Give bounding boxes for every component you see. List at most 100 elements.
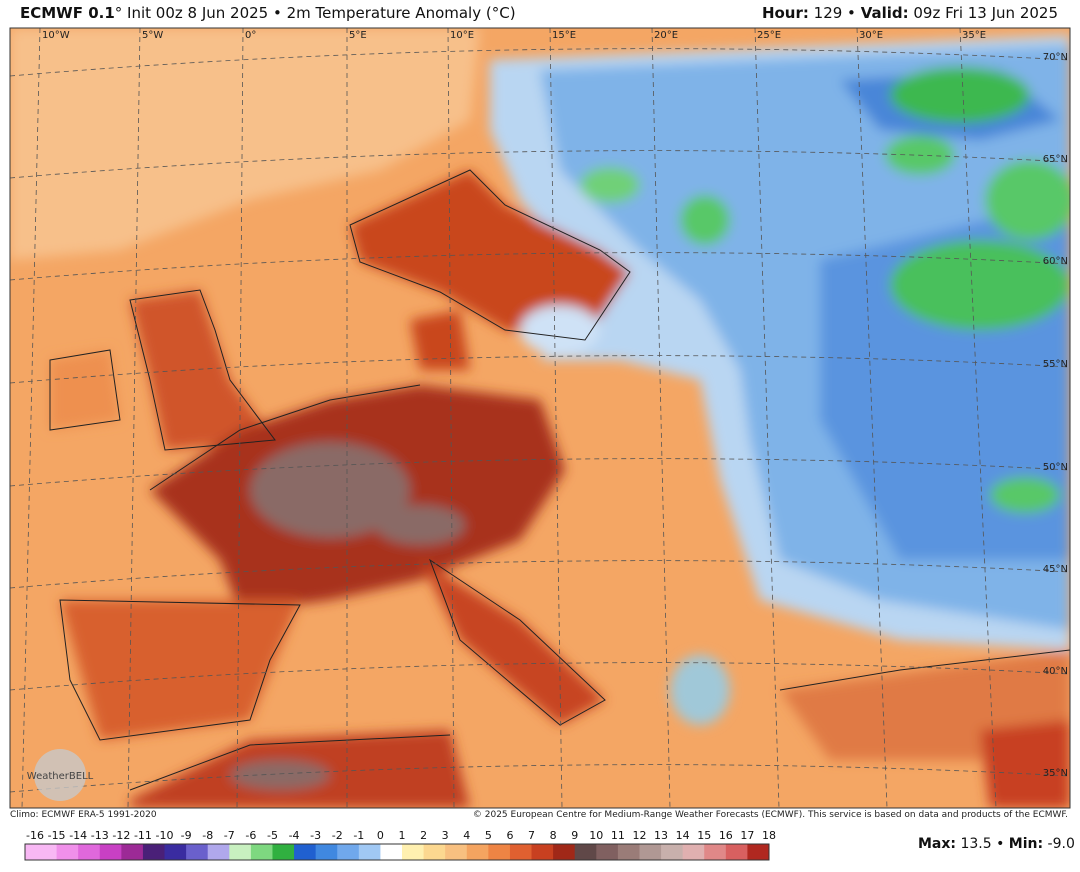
colorbar-swatch (229, 844, 252, 860)
colorbar-swatch (358, 844, 381, 860)
valid: 09z Fri 13 Jun 2025 (908, 4, 1058, 22)
parallel (10, 560, 1070, 589)
colorbar-label: -10 (156, 829, 174, 842)
colorbar-label: -8 (202, 829, 213, 842)
colorbar-label: -1 (353, 829, 364, 842)
colorbar-frame (24, 843, 770, 861)
parallel (10, 764, 1070, 793)
colorbar-label: -9 (181, 829, 192, 842)
logo: WeatherBELL (27, 771, 94, 782)
colorbar-swatch (186, 844, 209, 860)
colorbar-swatch (747, 844, 770, 860)
colorbar-label: -4 (289, 829, 300, 842)
colorbar-label: -11 (134, 829, 152, 842)
title: ECMWF 0.1° Init 00z 8 Jun 2025 • 2m Temp… (20, 4, 516, 22)
longitude-label: 5°E (349, 30, 367, 41)
longitude-label: 15°E (552, 30, 576, 41)
colorbar-label: 8 (550, 829, 557, 842)
colorbar-swatch (56, 844, 79, 860)
colorbar-label: -13 (91, 829, 109, 842)
model: ECMWF 0.1 (20, 4, 115, 22)
colorbar-swatch (250, 844, 273, 860)
parallel (10, 355, 1070, 384)
graticule: 10°W 5°W 0° 5°E 10°E 15°E 20°E 25°E 30°E 35°E 70°N… (10, 28, 1070, 808)
colorbar-label: 6 (506, 829, 513, 842)
colorbar-label: 13 (654, 829, 668, 842)
colorbar-swatch (380, 844, 403, 860)
parallel (10, 150, 1070, 179)
description: ° Init 00z 8 Jun 2025 • 2m Temperature A… (114, 4, 516, 22)
colorbar-label: 10 (589, 829, 603, 842)
colorbar-label: 14 (676, 829, 690, 842)
colorbar-swatch (272, 844, 295, 860)
colorbar-label: -5 (267, 829, 278, 842)
latitude-label: 45°N (1043, 564, 1068, 575)
colorbar-swatch (207, 844, 230, 860)
colorbar-swatch (574, 844, 597, 860)
colorbar-label: 2 (420, 829, 427, 842)
colorbar-swatch (164, 844, 187, 860)
colorbar-label: -16 (26, 829, 44, 842)
colorbar-label: 1 (399, 829, 406, 842)
parallel (10, 662, 1070, 691)
valid-label: Valid: (860, 4, 909, 22)
min: -9.0 (1043, 836, 1075, 852)
colorbar-label: -7 (224, 829, 235, 842)
colorbar-swatch (402, 844, 425, 860)
latitude-label: 55°N (1043, 359, 1068, 370)
coastlines (49, 169, 1070, 791)
latitude-label: 40°N (1043, 666, 1068, 677)
copyright: © 2025 European Centre for Medium-Range … (472, 810, 1068, 820)
colorbar-label: -15 (48, 829, 66, 842)
colorbar-swatch (315, 844, 338, 860)
colorbar-label: 11 (611, 829, 625, 842)
longitude-label: 10°W (42, 30, 70, 41)
parallel (10, 458, 1070, 487)
latitude-label: 70°N (1043, 52, 1068, 63)
colorbar-label: 5 (485, 829, 492, 842)
latitude-label: 65°N (1043, 154, 1068, 165)
colorbar-label: 16 (719, 829, 733, 842)
colorbar-swatch (142, 844, 166, 860)
stats: Max: 13.5 • Min: -9.0 (918, 836, 1075, 852)
colorbar-swatch (509, 844, 533, 860)
colorbar-swatch (661, 844, 684, 860)
longitude-label: 0° (245, 30, 256, 41)
longitude-label: 20°E (654, 30, 678, 41)
meridian (21, 28, 41, 808)
colorbar-label: -3 (310, 829, 321, 842)
colorbar-swatch (488, 844, 511, 860)
colorbar-swatch (704, 844, 727, 860)
colorbar-swatch (639, 844, 662, 860)
hour-label: Hour: (761, 4, 809, 22)
longitude-label: 30°E (859, 30, 883, 41)
meridian (447, 28, 455, 808)
min-label: Min: (1008, 836, 1044, 852)
meridian (236, 28, 244, 808)
max: 13.5 • (956, 836, 1009, 852)
colorbar-label: -2 (332, 829, 343, 842)
colorbar-label: -6 (245, 829, 256, 842)
colorbar-swatch (337, 844, 360, 860)
colorbar-label: 9 (571, 829, 578, 842)
colorbar-label: 12 (632, 829, 646, 842)
colorbar: -16 -15 -14 -13 -12 -11 -10 -9 -8 -7 -6 -5 -4 -3 -2 -1 0… (24, 829, 776, 861)
meridian (651, 28, 671, 808)
colorbar-label: -12 (112, 829, 130, 842)
colorbar-swatch (121, 844, 144, 860)
colorbar-swatch (617, 844, 640, 860)
colorbar-swatch (25, 844, 58, 860)
max-label: Max: (918, 836, 957, 852)
logo-badge (34, 749, 86, 801)
hour: 129 • (808, 4, 861, 22)
longitude-label: 35°E (962, 30, 986, 41)
meridian (549, 28, 563, 808)
meridian (127, 28, 141, 808)
meridian (754, 28, 780, 808)
colorbar-swatch (725, 844, 748, 860)
colorbar-swatch (682, 844, 705, 860)
colorbar-swatch (466, 844, 489, 860)
parallel (10, 48, 1070, 77)
longitude-label: 10°E (450, 30, 474, 41)
